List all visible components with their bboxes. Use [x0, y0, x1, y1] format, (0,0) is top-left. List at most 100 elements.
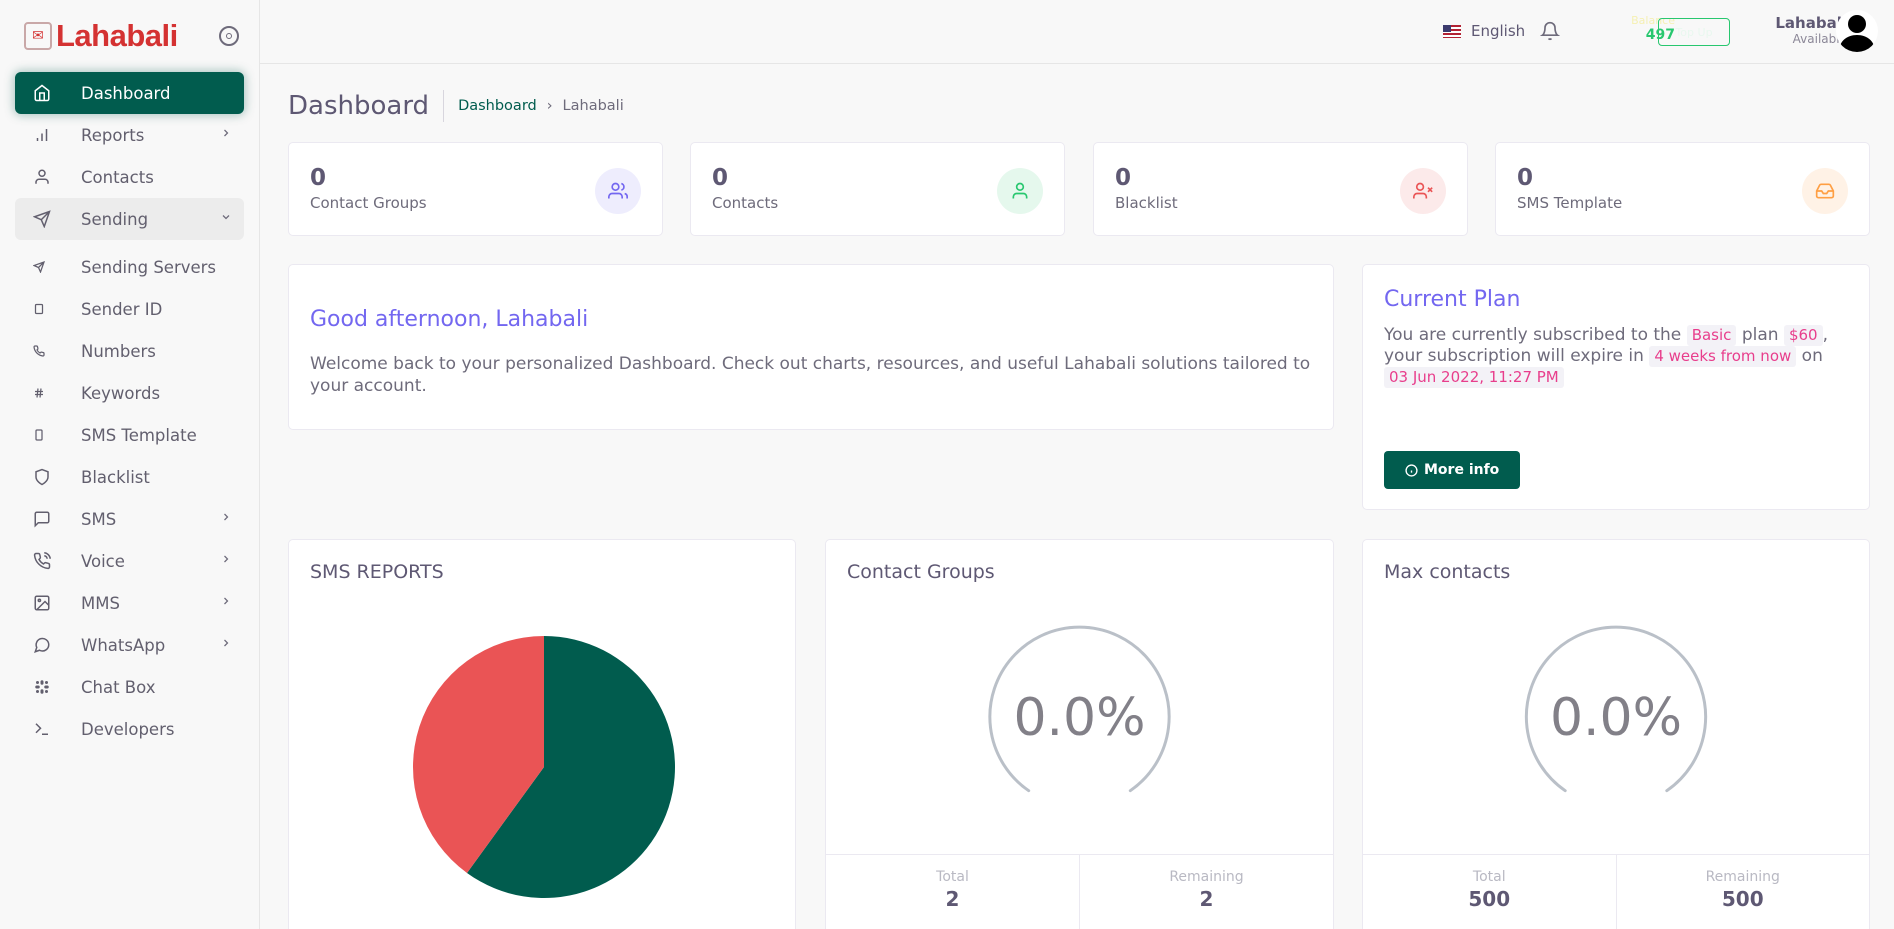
sidebar-item-contacts[interactable]: Contacts [15, 156, 244, 198]
sidebar-item-sms-template[interactable]: SMS Template [15, 414, 244, 456]
max-contacts-summary: Total 500 Remaining 500 [1363, 854, 1869, 929]
plan-price-badge: $60 [1783, 325, 1823, 346]
sms-reports-card: SMS REPORTS [288, 539, 796, 929]
sidebar-item-blacklist[interactable]: Blacklist [15, 456, 244, 498]
current-plan-card: Current Plan You are currently subscribe… [1362, 264, 1870, 510]
book-icon [33, 303, 55, 315]
top-navbar: English Balance 497 Top Up Lahabali Avai… [260, 0, 1894, 64]
toggle-dot-icon [226, 33, 232, 39]
hash-icon [33, 387, 55, 399]
total-label: Total [936, 869, 969, 885]
users-icon [595, 168, 641, 214]
stat-value: 0 [1517, 165, 1534, 191]
phone-call-icon [33, 552, 55, 570]
sidebar-item-label: Developers [81, 719, 175, 739]
send-small-icon [33, 261, 55, 273]
sidebar-item-dashboard[interactable]: Dashboard [15, 72, 244, 114]
inbox-icon [1802, 168, 1848, 214]
breadcrumb-current: Lahabali [562, 98, 624, 114]
remaining-value: 2 [1199, 887, 1214, 911]
contact-groups-title: Contact Groups [847, 561, 995, 583]
user-status: Available [1792, 32, 1847, 46]
brand-logo[interactable]: ✉ Lahabali [24, 18, 178, 54]
plan-text: plan [1741, 325, 1779, 345]
bar-chart-icon [33, 126, 55, 144]
max-contacts-gauge [1524, 625, 1708, 793]
sidebar-item-chat-box[interactable]: Chat Box [15, 666, 244, 708]
stat-label: Contacts [712, 194, 779, 212]
total-value: 500 [1468, 887, 1511, 911]
chevron-down-icon [220, 211, 232, 227]
sidebar-item-sending-servers[interactable]: Sending Servers [15, 246, 244, 288]
sidebar: ✉ Lahabali Dashboard Reports Contacts Se… [0, 0, 260, 929]
sidebar-item-reports[interactable]: Reports [15, 114, 244, 156]
gauge-track [988, 625, 1171, 793]
sidebar-collapse-toggle[interactable] [219, 26, 239, 46]
smartphone-icon [33, 429, 55, 441]
sidebar-item-sms[interactable]: SMS [15, 498, 244, 540]
sidebar-item-whatsapp[interactable]: WhatsApp [15, 624, 244, 666]
language-label: English [1471, 22, 1526, 40]
user-name: Lahabali [1775, 14, 1847, 32]
sms-reports-title: SMS REPORTS [310, 561, 444, 583]
bell-icon [1539, 21, 1561, 41]
sidebar-item-label: Chat Box [81, 677, 156, 697]
contact-groups-total: Total 2 [826, 855, 1080, 929]
sidebar-item-sending[interactable]: Sending [15, 198, 244, 240]
top-up-button[interactable]: Top Up [1658, 18, 1730, 46]
sidebar-item-label: Contacts [81, 167, 154, 187]
sidebar-item-label: SMS [81, 509, 117, 529]
chevron-right-icon [220, 553, 232, 569]
sidebar-item-label: Sending Servers [81, 257, 217, 277]
page-title: Dashboard [288, 90, 445, 122]
balance-label: Balance [1631, 14, 1675, 27]
sidebar-item-developers[interactable]: Developers [15, 708, 244, 750]
sidebar-item-label: Numbers [81, 341, 156, 361]
content-header: Dashboard Dashboard › Lahabali [288, 90, 624, 122]
stat-card-contact-groups: 0 Contact Groups [288, 142, 663, 236]
stat-label: Contact Groups [310, 194, 427, 212]
stat-card-sms-template: 0 SMS Template [1495, 142, 1870, 236]
pie-slice-0[interactable] [467, 636, 675, 898]
greeting-card: Good afternoon, Lahabali Welcome back to… [288, 264, 1334, 430]
sidebar-item-label: Sender ID [81, 299, 163, 319]
user-info[interactable]: Lahabali Available [1747, 14, 1847, 46]
sidebar-item-voice[interactable]: Voice [15, 540, 244, 582]
more-info-label: More info [1424, 462, 1500, 478]
message-circle-icon [33, 636, 55, 654]
greeting-text: Welcome back to your personalized Dashbo… [310, 354, 1311, 396]
home-icon [33, 84, 55, 102]
greeting-title: Good afternoon, Lahabali [310, 307, 589, 332]
max-contacts-title: Max contacts [1384, 561, 1511, 583]
sidebar-item-label: Dashboard [81, 83, 171, 103]
user-x-icon [1400, 168, 1446, 214]
balance: Balance 497 [1600, 14, 1675, 43]
max-contacts-remaining: Remaining 500 [1617, 855, 1870, 929]
stat-label: SMS Template [1517, 194, 1623, 212]
image-icon [33, 594, 55, 612]
more-info-button[interactable]: More info [1384, 451, 1521, 489]
sidebar-item-sender-id[interactable]: Sender ID [15, 288, 244, 330]
max-contacts-card: Max contacts 0.0% Total 500 Remaining 50… [1362, 539, 1870, 929]
notification-bell[interactable] [1539, 21, 1561, 45]
info-icon [1405, 463, 1418, 477]
remaining-value: 500 [1721, 887, 1764, 911]
contact-groups-remaining: Remaining 2 [1080, 855, 1333, 929]
logo-icon: ✉ [24, 22, 52, 50]
sidebar-item-numbers[interactable]: Numbers [15, 330, 244, 372]
breadcrumb-link-dashboard[interactable]: Dashboard [458, 98, 537, 114]
us-flag-icon [1443, 24, 1461, 38]
chevron-right-icon [220, 511, 232, 527]
stat-value: 0 [1115, 165, 1132, 191]
terminal-icon [33, 720, 55, 738]
contact-groups-summary: Total 2 Remaining 2 [826, 854, 1333, 929]
gauge-track [1524, 625, 1708, 793]
sidebar-item-mms[interactable]: MMS [15, 582, 244, 624]
user-icon [33, 168, 55, 186]
sidebar-item-keywords[interactable]: Keywords [15, 372, 244, 414]
max-contacts-total: Total 500 [1363, 855, 1617, 929]
stat-card-contacts: 0 Contacts [690, 142, 1065, 236]
pie-slice-1[interactable] [413, 636, 544, 873]
avatar[interactable] [1836, 10, 1878, 52]
language-selector[interactable]: English [1443, 22, 1525, 40]
